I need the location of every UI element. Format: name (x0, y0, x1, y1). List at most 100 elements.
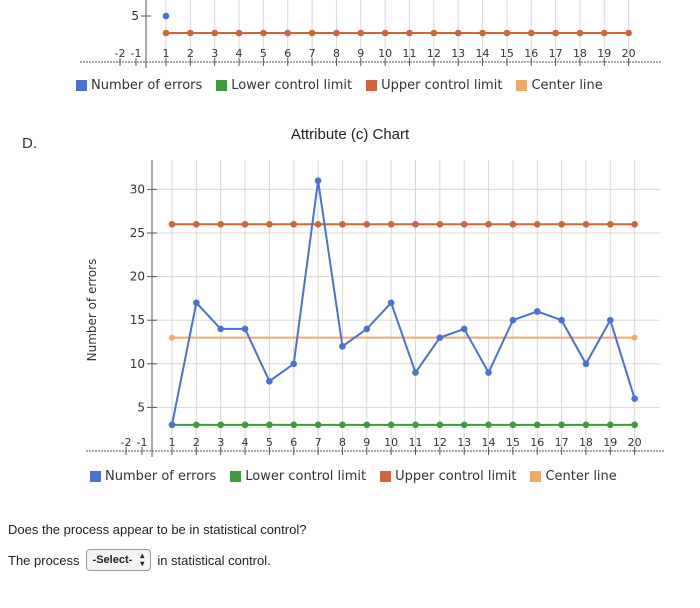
x-tick-label: 18 (573, 47, 587, 60)
data-point (308, 29, 316, 37)
data-point (460, 325, 468, 333)
data-point (509, 316, 517, 324)
x-tick-label: 4 (242, 436, 249, 449)
y-tick-label: 30 (130, 182, 145, 196)
data-point (290, 360, 298, 368)
x-tick-label: -1 (137, 436, 148, 449)
data-point (217, 325, 224, 333)
x-tick-label: 10 (378, 47, 392, 60)
data-point (558, 316, 565, 324)
data-point (479, 29, 486, 37)
data-point (284, 29, 292, 37)
legend-item: Lower control limit (230, 469, 366, 484)
y-tick-label: 15 (130, 313, 145, 327)
data-point (266, 220, 273, 228)
data-point (607, 220, 614, 228)
answer-suffix: in statistical control. (157, 552, 271, 568)
data-point (601, 29, 608, 37)
data-point (211, 29, 218, 37)
legend-label: Center line (531, 78, 603, 93)
data-point (631, 421, 638, 429)
data-point (260, 29, 267, 37)
data-point (607, 316, 614, 324)
data-point (217, 421, 224, 429)
data-point (357, 29, 365, 37)
y-axis-label: Number of errors (85, 259, 99, 362)
legend-item: Lower control limit (216, 78, 352, 93)
x-tick-label: 14 (476, 47, 490, 60)
data-point (241, 220, 249, 228)
data-point (582, 360, 590, 368)
data-point (314, 421, 322, 429)
y-tick-label: 10 (130, 357, 145, 371)
data-point (193, 299, 200, 307)
x-tick-label: 1 (169, 436, 176, 449)
x-tick-label: 19 (597, 47, 611, 60)
legend-label: Upper control limit (395, 469, 517, 484)
legend-swatch (380, 471, 392, 482)
x-tick-label: 20 (622, 47, 636, 60)
data-point (460, 421, 468, 429)
x-tick-label: 17 (555, 436, 569, 449)
x-tick-label: 7 (309, 47, 316, 60)
data-point (168, 220, 176, 228)
x-tick-label: 10 (384, 436, 398, 449)
x-tick-label: 13 (457, 436, 471, 449)
legend-label: Upper control limit (381, 78, 503, 93)
x-tick-label: 16 (530, 436, 544, 449)
legend-label: Number of errors (91, 78, 203, 93)
data-point (509, 220, 517, 228)
control-select[interactable]: -Select- ▴ ▾ (85, 549, 152, 571)
answer-prefix: The process (8, 552, 80, 568)
data-point (485, 220, 492, 228)
x-tick-label: 20 (628, 436, 642, 449)
x-tick-label: 6 (284, 47, 291, 60)
x-tick-label: -2 (115, 47, 126, 60)
data-point (460, 220, 468, 228)
x-tick-label: -2 (121, 436, 132, 449)
data-point (387, 299, 395, 307)
data-point (430, 29, 438, 37)
chart-title: Attribute (c) Chart (290, 126, 410, 143)
question-text: Does the process appear to be in statist… (8, 522, 307, 537)
data-point (387, 220, 395, 228)
x-tick-label: 16 (524, 47, 538, 60)
data-point (363, 421, 371, 429)
legend-swatch (90, 471, 101, 482)
y-tick-label: 20 (130, 270, 145, 284)
data-point (266, 421, 273, 429)
data-point (266, 377, 273, 385)
data-point (533, 220, 541, 228)
legend-item: Center line (516, 78, 603, 93)
data-point (436, 220, 444, 228)
data-point (558, 220, 565, 228)
top-chart: 5-2 -1 1 2 3 4 5 6 7 8 9 10 11 12 13 14 15 16 17 18 19 20 (80, 0, 662, 68)
select-arrows-icon: ▴ ▾ (140, 551, 145, 568)
data-point (381, 29, 389, 37)
data-point (509, 421, 517, 429)
data-point (193, 421, 200, 429)
legend-item: Center line (530, 469, 617, 484)
x-tick-label: 9 (363, 436, 370, 449)
data-point (193, 220, 200, 228)
main-chart-legend: Number of errors Lower control limit Upper… (90, 469, 617, 484)
legend-item: Upper control limit (366, 78, 502, 93)
x-tick-label: 5 (266, 436, 273, 449)
data-point (631, 395, 638, 402)
data-point (187, 29, 194, 37)
answer-row: The process -Select- ▴ ▾ in statistical c… (8, 549, 271, 571)
legend-item: Number of errors (90, 469, 216, 484)
data-point (314, 220, 322, 228)
data-point (339, 421, 346, 429)
x-tick-label: 11 (403, 47, 417, 60)
data-point (241, 421, 249, 429)
x-tick-label: 8 (333, 47, 340, 60)
data-point (363, 220, 371, 228)
data-point (339, 343, 346, 350)
x-tick-label: 3 (217, 436, 224, 449)
x-tick-label: 12 (427, 47, 441, 60)
legend-label: Lower control limit (245, 469, 367, 484)
x-tick-label: 11 (409, 436, 423, 449)
data-point (436, 421, 444, 429)
data-point (314, 177, 322, 184)
